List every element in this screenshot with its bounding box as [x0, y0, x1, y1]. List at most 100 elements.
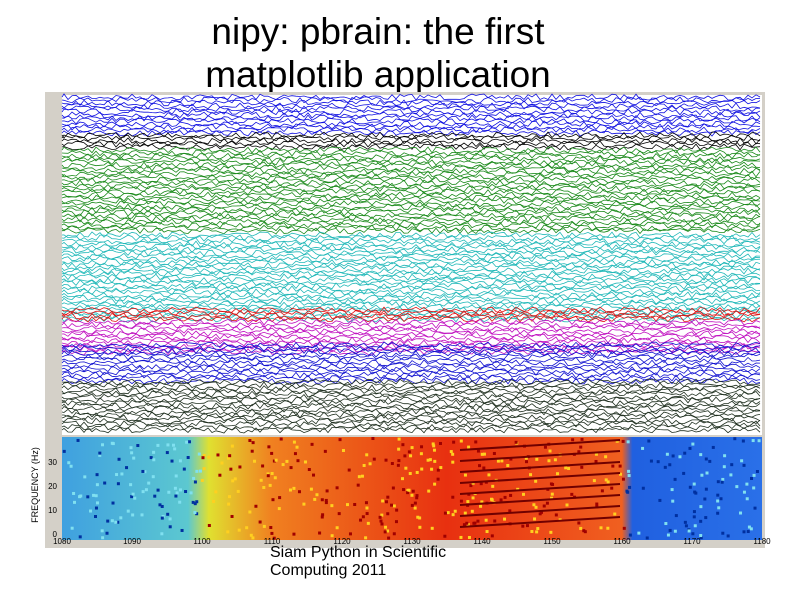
eeg-trace — [61, 191, 761, 199]
spectrogram-speck — [195, 512, 199, 516]
spectrogram-speck — [556, 472, 560, 476]
eeg-trace — [61, 161, 761, 169]
spectrogram-speck — [83, 475, 87, 479]
eeg-trace — [61, 155, 761, 163]
spectrogram-speck — [345, 503, 349, 507]
spectrogram-speck — [716, 511, 720, 515]
spectrogram-speck — [413, 501, 417, 505]
x-tick-label: 1130 — [403, 537, 421, 546]
eeg-trace — [61, 312, 761, 320]
spectrogram-speck — [678, 455, 682, 459]
spectrogram-speck — [403, 454, 407, 458]
spectrogram-speck — [95, 473, 99, 477]
spectrogram-speck — [485, 530, 489, 534]
spectrogram-speck — [704, 457, 708, 461]
spectrogram-speck — [451, 495, 455, 499]
spectrogram-speck — [463, 473, 467, 477]
eeg-trace — [61, 114, 761, 122]
spectrogram-speck — [716, 499, 720, 503]
harmonic-line — [459, 505, 621, 517]
spectrogram-speck — [547, 459, 551, 463]
spectrogram-speck — [207, 523, 211, 527]
eeg-trace — [61, 273, 761, 281]
spectrogram-speck — [152, 458, 156, 462]
spectrogram-speck — [740, 459, 744, 463]
spectrogram-speck — [721, 477, 725, 481]
spectrogram-speck — [439, 466, 443, 470]
eeg-trace — [61, 108, 761, 116]
spectrogram-speck — [212, 499, 216, 503]
spectrogram-speck — [466, 500, 470, 504]
spectrogram-speck — [167, 490, 171, 494]
spectrogram-speck — [147, 481, 151, 485]
spectrogram-speck — [415, 496, 419, 500]
eeg-trace — [61, 276, 761, 284]
spectrogram-speck — [755, 470, 759, 474]
spectrogram-speck — [271, 498, 275, 502]
spectrogram-speck — [535, 530, 539, 534]
spectrogram-speck — [618, 472, 622, 476]
eeg-trace — [61, 309, 761, 317]
spectrogram-speck — [699, 453, 703, 457]
spectrogram-speck — [72, 491, 76, 495]
eeg-trace — [61, 414, 761, 422]
spectrogram-speck — [272, 536, 276, 540]
spectrogram-speck — [372, 457, 376, 461]
spectrogram-speck — [173, 486, 177, 490]
spectrogram-speck — [621, 477, 625, 481]
spectrogram-speck — [315, 493, 319, 497]
eeg-trace — [61, 218, 761, 226]
spectrogram-speck — [600, 489, 604, 493]
spectrogram-speck — [459, 439, 463, 443]
spectrogram-speck — [594, 459, 598, 463]
spectrogram-speck — [745, 482, 749, 486]
spectrogram-speck — [452, 440, 456, 444]
spectrogram-speck — [674, 514, 678, 518]
spectrogram-speck — [76, 438, 80, 442]
spectrogram-speck — [277, 507, 281, 511]
spectrogram-speck — [307, 468, 311, 472]
eeg-trace — [61, 390, 761, 398]
eeg-trace — [61, 176, 761, 184]
spectrogram-speck — [730, 463, 734, 467]
spectrogram-speck — [439, 441, 443, 445]
spectrogram-speck — [704, 487, 708, 491]
spectrogram-speck — [267, 445, 271, 449]
spectrogram-speck — [406, 491, 410, 495]
eeg-trace — [61, 143, 761, 151]
spectrogram-speck — [745, 497, 749, 501]
spectrogram-speck — [321, 513, 325, 517]
spectrogram-speck — [688, 446, 692, 450]
eeg-trace — [61, 129, 761, 137]
spectrogram-speck — [98, 453, 102, 457]
spectrogram-speck — [418, 516, 422, 520]
eeg-trace — [61, 374, 761, 382]
spectrogram-speck — [228, 454, 232, 458]
spectrogram-speck — [98, 451, 102, 455]
spectrogram-speck — [684, 524, 688, 528]
spectrogram-speck — [641, 486, 645, 490]
spectrogram-speck — [716, 480, 720, 484]
spectrogram-speck — [493, 519, 497, 523]
eeg-trace — [61, 279, 761, 287]
spectrogram-speck — [721, 531, 725, 535]
spectrogram-speck — [550, 492, 554, 496]
spectrogram-speck — [140, 513, 144, 517]
eeg-trace — [61, 341, 761, 349]
spectrogram-speck — [692, 510, 696, 514]
eeg-trace — [61, 203, 761, 211]
spectrogram-speck — [402, 488, 406, 492]
spectrogram-speck — [202, 453, 206, 457]
spectrogram-speck — [726, 534, 730, 538]
x-tick-label: 1110 — [264, 537, 281, 546]
spectrogram-speck — [514, 440, 518, 444]
spectrogram-speck — [427, 489, 431, 493]
spectrogram-speck — [621, 439, 625, 443]
eeg-trace — [61, 423, 761, 431]
spectrogram-speck — [141, 490, 145, 494]
eeg-trace — [61, 131, 761, 139]
spectrogram-speck — [236, 489, 240, 493]
spectrogram-speck — [62, 449, 66, 453]
spectrogram-speck — [78, 495, 82, 499]
